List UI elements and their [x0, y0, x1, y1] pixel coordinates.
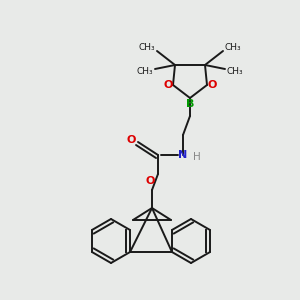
Text: CH₃: CH₃ [225, 44, 241, 52]
Text: N: N [178, 150, 188, 160]
Text: O: O [126, 135, 136, 145]
Text: CH₃: CH₃ [139, 44, 155, 52]
Text: O: O [207, 80, 217, 90]
Text: O: O [145, 176, 155, 186]
Text: CH₃: CH₃ [227, 67, 243, 76]
Text: CH₃: CH₃ [137, 67, 153, 76]
Text: B: B [186, 99, 194, 109]
Text: H: H [193, 152, 201, 162]
Text: O: O [163, 80, 173, 90]
